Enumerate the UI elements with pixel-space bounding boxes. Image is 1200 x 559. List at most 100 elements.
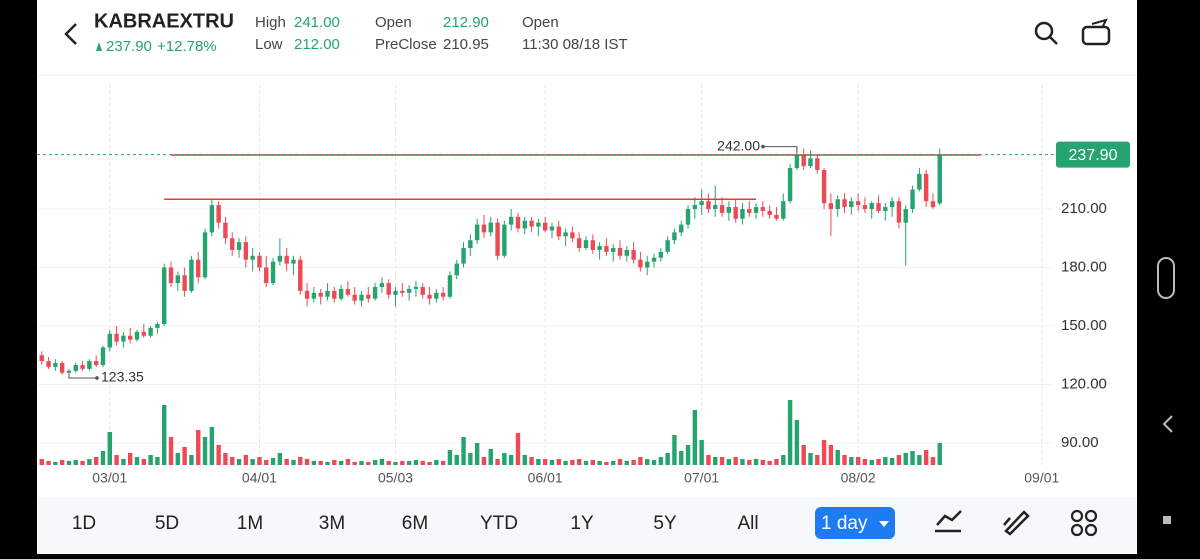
volume-bar	[250, 459, 255, 465]
volume-bar	[937, 443, 942, 465]
candle-body	[706, 201, 711, 210]
candle-body	[869, 203, 874, 210]
draw-icon[interactable]	[1003, 510, 1030, 536]
back-button[interactable]	[64, 23, 77, 45]
candle-body	[59, 363, 65, 373]
last-price-label: 237.90	[1069, 147, 1118, 164]
candle-body	[549, 226, 555, 231]
volume-bar	[298, 457, 303, 465]
toolbar-background	[37, 497, 1137, 554]
volume-bar	[73, 460, 78, 465]
volume-bar	[910, 451, 915, 465]
candle-body	[747, 209, 752, 213]
indicator-icon[interactable]	[935, 510, 962, 533]
volume-bar	[427, 462, 432, 465]
volume-bar	[332, 460, 337, 465]
candle-body	[862, 205, 868, 210]
volume-bar	[815, 455, 820, 465]
low-label: 123.35	[101, 369, 144, 385]
candle-body	[311, 292, 317, 299]
candle-body	[87, 361, 92, 369]
range-button[interactable]: 6M	[402, 513, 428, 534]
candle-body	[923, 173, 929, 202]
range-button[interactable]: 5D	[155, 513, 179, 534]
range-button[interactable]: All	[737, 513, 758, 534]
volume-bar	[767, 461, 772, 465]
range-button[interactable]: 1D	[72, 513, 96, 534]
volume-bar	[801, 445, 806, 465]
range-button[interactable]: 1Y	[570, 513, 594, 534]
nav-recents[interactable]	[1157, 257, 1175, 299]
candle-body	[801, 154, 806, 167]
volume-bar	[114, 455, 119, 465]
volume-bar	[842, 455, 847, 465]
candle-body	[645, 261, 650, 268]
candle-body	[264, 267, 269, 284]
volume-bar	[597, 461, 602, 465]
volume-bar	[692, 410, 698, 465]
nav-back[interactable]	[1162, 415, 1173, 433]
volume-bar	[270, 458, 276, 465]
x-tick-label: 05/03	[378, 470, 413, 486]
candle-body	[590, 240, 596, 250]
candle-body	[236, 242, 242, 250]
candle-body	[937, 154, 942, 204]
volume-bar	[733, 457, 738, 465]
range-button[interactable]: 1M	[237, 513, 263, 534]
candle-body	[189, 259, 194, 291]
candle-body	[461, 247, 466, 264]
candle-body	[638, 259, 643, 268]
volume-bar	[570, 460, 575, 465]
volume-bar	[828, 445, 834, 465]
candle-body	[250, 255, 255, 260]
volume-bar	[726, 459, 732, 465]
volume-bar	[359, 461, 364, 465]
candle-body	[767, 210, 772, 215]
candle-body	[849, 201, 854, 208]
candle-body	[685, 209, 691, 225]
volume-bar	[311, 461, 317, 465]
volume-bar	[869, 460, 874, 465]
candle-body	[338, 288, 344, 299]
volume-bar	[148, 455, 153, 465]
candle-body	[604, 246, 609, 252]
volume-bar	[604, 462, 609, 465]
volume-bar	[787, 400, 793, 465]
interval-button[interactable]	[815, 507, 895, 539]
rotate-icon[interactable]	[1081, 18, 1111, 46]
range-button[interactable]: YTD	[480, 513, 518, 534]
candle-body	[257, 255, 262, 268]
volume-bar	[930, 457, 936, 465]
volume-bar	[338, 461, 344, 465]
volume-bar	[536, 459, 541, 465]
candle-body	[515, 216, 521, 229]
candle-body	[386, 283, 391, 295]
high-label: 242.00	[717, 137, 760, 153]
search-icon[interactable]	[1034, 21, 1058, 45]
candle-body	[440, 292, 446, 297]
more-icon[interactable]	[1070, 509, 1098, 537]
volume-bar	[189, 455, 194, 465]
candle-body	[46, 361, 51, 367]
volume-bar	[747, 460, 752, 465]
candle-body	[495, 222, 500, 256]
volume-bar	[304, 459, 310, 465]
candle-body	[502, 224, 507, 256]
volume-bar	[549, 460, 555, 465]
volume-bar	[461, 437, 466, 465]
label: Low	[255, 36, 283, 53]
volume-bar	[202, 437, 208, 465]
range-button[interactable]: 5Y	[653, 513, 677, 534]
candle-body	[889, 201, 895, 208]
volume-bar	[413, 460, 419, 465]
candle-body	[542, 222, 548, 231]
candle-body	[148, 327, 153, 336]
volume-bar	[645, 459, 650, 465]
nav-home[interactable]	[1163, 516, 1171, 524]
candle-body	[665, 240, 670, 252]
range-button[interactable]: 3M	[319, 513, 345, 534]
candle-body	[883, 207, 888, 211]
volume-bar	[66, 461, 72, 465]
volume-bar	[318, 461, 323, 465]
candle-body	[624, 249, 630, 256]
